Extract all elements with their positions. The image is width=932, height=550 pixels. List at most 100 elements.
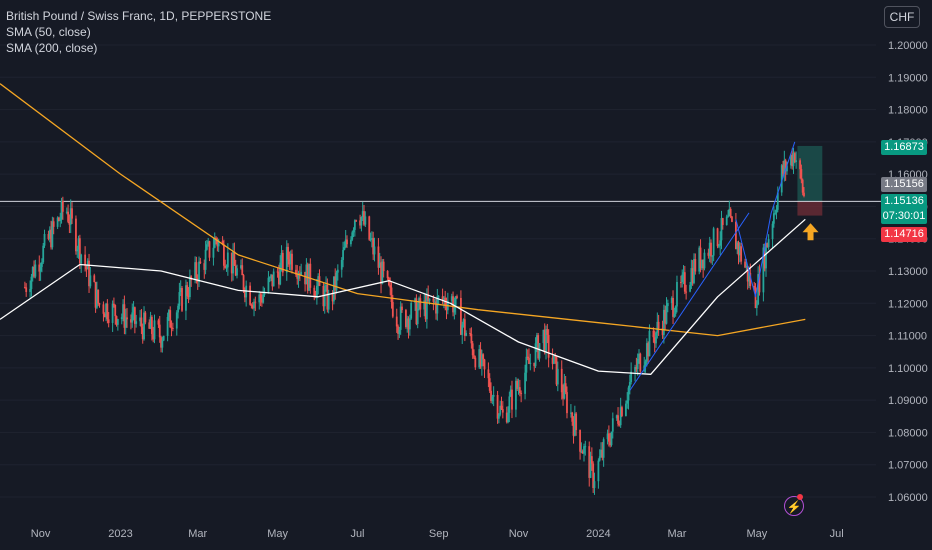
candle-body xyxy=(162,335,165,341)
candle-body xyxy=(52,221,55,227)
candle-body xyxy=(368,216,371,240)
candle-body xyxy=(285,246,288,273)
candle-body xyxy=(297,273,300,279)
candle-body xyxy=(399,306,402,330)
candle-body xyxy=(305,264,308,285)
candle-body xyxy=(491,396,494,401)
candle-body xyxy=(505,412,508,423)
candle-body xyxy=(683,272,686,292)
candle-body xyxy=(511,389,513,410)
candle-body xyxy=(419,298,422,310)
candle-body xyxy=(267,277,270,292)
candle-body xyxy=(113,303,115,306)
candle-body xyxy=(492,394,495,397)
candle-body xyxy=(194,262,197,281)
candle-body xyxy=(487,369,490,379)
candle-body xyxy=(524,372,526,394)
candle-body xyxy=(560,368,563,393)
candle-body xyxy=(148,322,151,329)
candle-body xyxy=(499,405,502,415)
candle-body xyxy=(782,165,784,174)
candle-body xyxy=(352,229,355,233)
candle-body xyxy=(721,218,724,225)
x-tick-label: Sep xyxy=(429,528,449,540)
candle-body xyxy=(600,449,602,457)
candle-body xyxy=(792,153,795,167)
candle-body xyxy=(344,239,347,248)
currency-button[interactable]: CHF xyxy=(884,6,920,28)
candle-body xyxy=(80,254,83,264)
candle-body xyxy=(251,305,254,309)
candle-body xyxy=(315,285,318,298)
candle-body xyxy=(389,285,392,288)
candle-body xyxy=(672,297,674,317)
candle-body xyxy=(98,303,101,305)
candle-body xyxy=(497,414,500,419)
level-price-tag: 1.15156 xyxy=(881,177,927,192)
candle-body xyxy=(291,253,293,270)
candle-body xyxy=(68,221,71,225)
candle-body xyxy=(670,297,673,304)
candle-body xyxy=(370,238,373,240)
candle-body xyxy=(542,329,545,344)
candle-body xyxy=(780,165,783,193)
candle-body xyxy=(198,261,200,282)
candle-body xyxy=(199,261,202,264)
candle-body xyxy=(395,316,398,327)
x-tick-label: Jul xyxy=(830,528,844,540)
candle-body xyxy=(694,259,697,272)
sma200-legend[interactable]: SMA (200, close) xyxy=(6,41,98,55)
candle-body xyxy=(300,271,303,275)
candle-body xyxy=(507,412,509,423)
candle-body xyxy=(635,367,638,369)
candle-body xyxy=(729,208,732,217)
candle-body xyxy=(711,255,714,257)
sma50-legend[interactable]: SMA (50, close) xyxy=(6,25,91,39)
candle-body xyxy=(262,294,265,303)
candle-body xyxy=(748,272,750,282)
candle-body xyxy=(717,245,720,247)
candle-body xyxy=(555,356,558,385)
target-price-tag: 1.16873 xyxy=(881,140,927,155)
candle-body xyxy=(414,298,416,303)
candle-body xyxy=(652,330,655,338)
candle-body xyxy=(168,310,170,318)
candle-body xyxy=(425,294,428,320)
candle-body xyxy=(178,292,181,306)
candle-body xyxy=(89,275,92,287)
candle-body xyxy=(734,221,737,250)
candle-body xyxy=(102,304,105,314)
candle-body xyxy=(566,392,568,414)
last-price-tag: 1.15136 07:30:01 xyxy=(881,194,927,224)
candle-body xyxy=(152,334,155,340)
candle-body xyxy=(450,296,453,301)
candle-body xyxy=(772,213,775,224)
x-tick-label: May xyxy=(746,528,767,540)
lightning-icon[interactable]: ⚡ xyxy=(784,496,804,516)
candle-body xyxy=(460,297,462,335)
candle-body xyxy=(236,268,238,276)
candle-body xyxy=(515,380,517,410)
candle-body xyxy=(572,421,575,436)
candle-body xyxy=(589,456,592,478)
candle-body xyxy=(106,303,109,320)
candle-body xyxy=(278,272,280,285)
candle-body xyxy=(232,251,234,274)
candle-body xyxy=(212,247,215,258)
y-tick-label: 1.20000 xyxy=(888,40,928,52)
candle-body xyxy=(482,354,485,360)
candle-body xyxy=(179,288,182,293)
candle-body xyxy=(111,303,114,323)
candle-body xyxy=(757,274,760,305)
candle-body xyxy=(490,390,492,401)
candle-body xyxy=(535,335,538,344)
candle-body xyxy=(693,259,695,283)
y-tick-label: 1.13000 xyxy=(888,266,928,278)
candle-body xyxy=(188,276,191,298)
candle-body xyxy=(753,286,756,288)
candle-body xyxy=(143,312,145,340)
candle-body xyxy=(195,262,198,279)
candle-body xyxy=(225,267,228,269)
candle-body xyxy=(150,316,153,335)
